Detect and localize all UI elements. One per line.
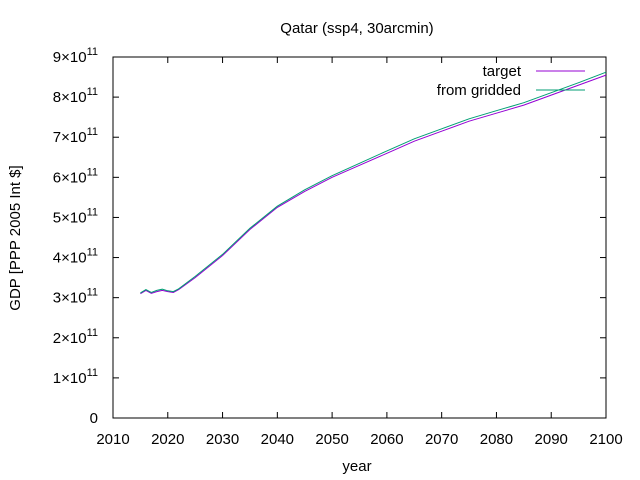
y-tick-label: 0 bbox=[90, 410, 98, 427]
x-tick-label: 2020 bbox=[151, 431, 184, 448]
y-tick-exponent: 11 bbox=[87, 287, 98, 299]
x-tick-label: 2040 bbox=[261, 431, 294, 448]
x-axis-ticks: 2010 2020 2030 2040 2050 2060 2070 2080 2090 2100 bbox=[96, 57, 623, 448]
series-lines bbox=[140, 71, 607, 295]
y-tick-label: 9×1011 bbox=[53, 46, 98, 66]
y-tick-mantissa: 4×10 bbox=[53, 250, 87, 267]
y-tick-exponent: 11 bbox=[87, 327, 98, 339]
x-tick-label: 2080 bbox=[480, 431, 513, 448]
y-tick-exponent: 11 bbox=[87, 206, 98, 218]
legend-label: target bbox=[483, 63, 522, 80]
x-tick-label: 2100 bbox=[589, 431, 622, 448]
y-axis-label: GDP [PPP 2005 Int $] bbox=[7, 165, 24, 310]
series-line-target bbox=[140, 74, 607, 295]
y-tick-label: 1×1011 bbox=[53, 367, 98, 387]
legend-label: from gridded bbox=[437, 82, 521, 99]
y-tick-label: 5×1011 bbox=[53, 206, 98, 226]
legend: target from gridded bbox=[437, 63, 585, 99]
y-tick-label: 7×1011 bbox=[53, 126, 98, 146]
x-tick-label: 2090 bbox=[535, 431, 568, 448]
y-tick-mantissa: 6×10 bbox=[53, 169, 87, 186]
y-tick-exponent: 11 bbox=[87, 46, 98, 58]
y-tick-mantissa: 7×10 bbox=[53, 129, 87, 146]
chart-title: Qatar (ssp4, 30arcmin) bbox=[280, 20, 433, 37]
x-tick-label: 2050 bbox=[315, 431, 348, 448]
y-tick-label: 8×1011 bbox=[53, 86, 98, 106]
y-tick-mantissa: 9×10 bbox=[53, 49, 87, 66]
y-axis-ticks: 01×10112×10113×10114×10115×10116×10117×1… bbox=[53, 46, 606, 427]
y-tick-exponent: 11 bbox=[87, 86, 98, 98]
y-tick-exponent: 11 bbox=[87, 247, 98, 259]
y-tick-mantissa: 3×10 bbox=[53, 290, 87, 307]
y-tick-mantissa: 1×10 bbox=[53, 370, 87, 387]
x-tick-label: 2060 bbox=[370, 431, 403, 448]
y-tick-mantissa: 2×10 bbox=[53, 330, 87, 347]
y-tick-exponent: 11 bbox=[87, 126, 98, 138]
x-tick-label: 2030 bbox=[206, 431, 239, 448]
x-tick-label: 2070 bbox=[425, 431, 458, 448]
y-tick-exponent: 11 bbox=[87, 166, 98, 178]
y-tick-label: 3×1011 bbox=[53, 287, 98, 307]
x-tick-label: 2010 bbox=[96, 431, 129, 448]
y-tick-mantissa: 8×10 bbox=[53, 89, 87, 106]
y-tick-exponent: 11 bbox=[87, 367, 98, 379]
y-tick-label: 2×1011 bbox=[53, 327, 98, 347]
plot-frame bbox=[112, 56, 607, 419]
series-line-from-gridded bbox=[140, 71, 607, 294]
y-tick-mantissa: 5×10 bbox=[53, 209, 87, 226]
y-tick-mantissa: 0 bbox=[90, 410, 98, 427]
y-tick-label: 4×1011 bbox=[53, 247, 98, 267]
x-axis-label: year bbox=[342, 458, 371, 475]
y-tick-label: 6×1011 bbox=[53, 166, 98, 186]
